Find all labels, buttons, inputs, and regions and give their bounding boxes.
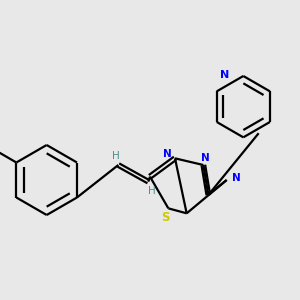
Text: H: H <box>112 151 120 161</box>
Text: N: N <box>220 70 230 80</box>
Text: H: H <box>148 186 156 196</box>
Text: N: N <box>232 173 240 183</box>
Text: N: N <box>163 149 172 159</box>
Text: N: N <box>201 153 209 163</box>
Text: S: S <box>161 211 170 224</box>
